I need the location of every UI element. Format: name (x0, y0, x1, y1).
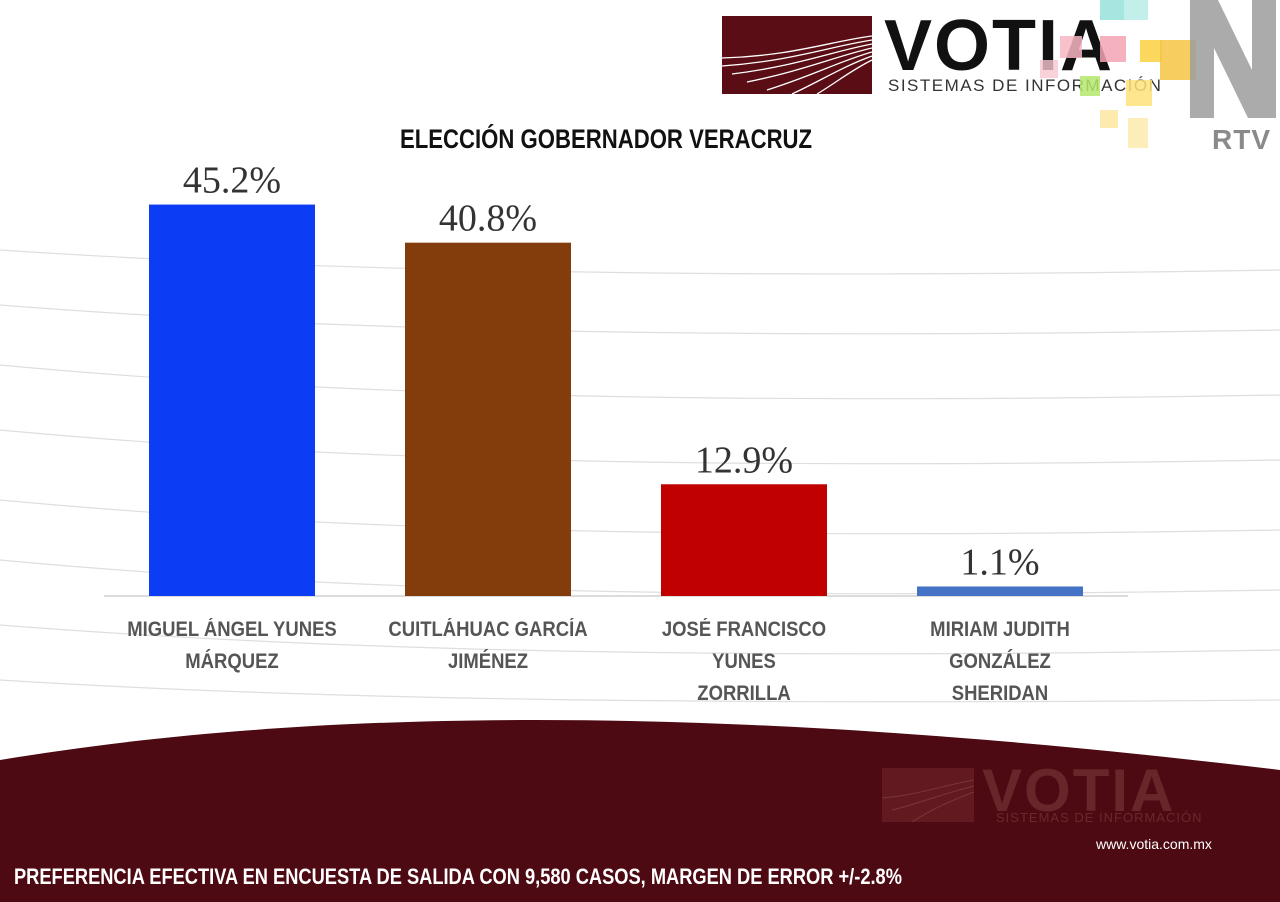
data-label-1: 45.2% (183, 160, 281, 202)
category-label-line: MIRIAM JUDITH GONZÁLEZ (930, 618, 1070, 673)
category-label-line: JIMÉNEZ (447, 650, 529, 673)
website-url: www.votia.com.mx (1096, 836, 1212, 852)
category-label-line: JOSÉ FRANCISCO YUNES (661, 618, 827, 673)
category-label-line: MÁRQUEZ (185, 650, 279, 673)
bar-chart: 45.2% 40.8% 12.9% 1.1% (104, 160, 1128, 597)
category-label-2: CUITLÁHUAC GARCÍA JIMÉNEZ (374, 614, 603, 678)
bar-4 (917, 586, 1083, 596)
bar-2 (405, 242, 571, 596)
votia-logo-mark-icon (722, 16, 872, 94)
chart-title: ELECCIÓN GOBERNADOR VERACRUZ (400, 124, 813, 154)
category-label-line: ZORRILLA (697, 682, 791, 705)
watermark-brand-name: VOTIA (982, 757, 1176, 824)
data-label-3: 12.9% (695, 439, 793, 481)
category-label-line: MIGUEL ÁNGEL YUNES (127, 618, 337, 641)
bar-3 (661, 484, 827, 596)
category-label-3: JOSÉ FRANCISCO YUNES ZORRILLA (630, 614, 859, 710)
category-label-line: CUITLÁHUAC GARCÍA (388, 618, 588, 641)
data-label-2: 40.8% (439, 198, 537, 240)
data-label-4: 1.1% (960, 541, 1039, 583)
watermark-brand-subtitle: SISTEMAS DE INFORMACIÓN (996, 810, 1203, 825)
category-label-line: SHERIDAN (951, 682, 1049, 705)
rtv-wordmark: RTV (1212, 124, 1271, 155)
footer-band (0, 720, 1280, 902)
rtv-logo-icon (1040, 0, 1276, 148)
bar-1 (149, 204, 315, 596)
footnote: PREFERENCIA EFECTIVA EN ENCUESTA DE SALI… (14, 864, 902, 889)
category-label-4: MIRIAM JUDITH GONZÁLEZ SHERIDAN (886, 614, 1115, 710)
votia-watermark: VOTIA SISTEMAS DE INFORMACIÓN (882, 757, 1222, 828)
category-label-1: MIGUEL ÁNGEL YUNES MÁRQUEZ (118, 614, 347, 678)
watermark-mark-icon (882, 768, 974, 822)
